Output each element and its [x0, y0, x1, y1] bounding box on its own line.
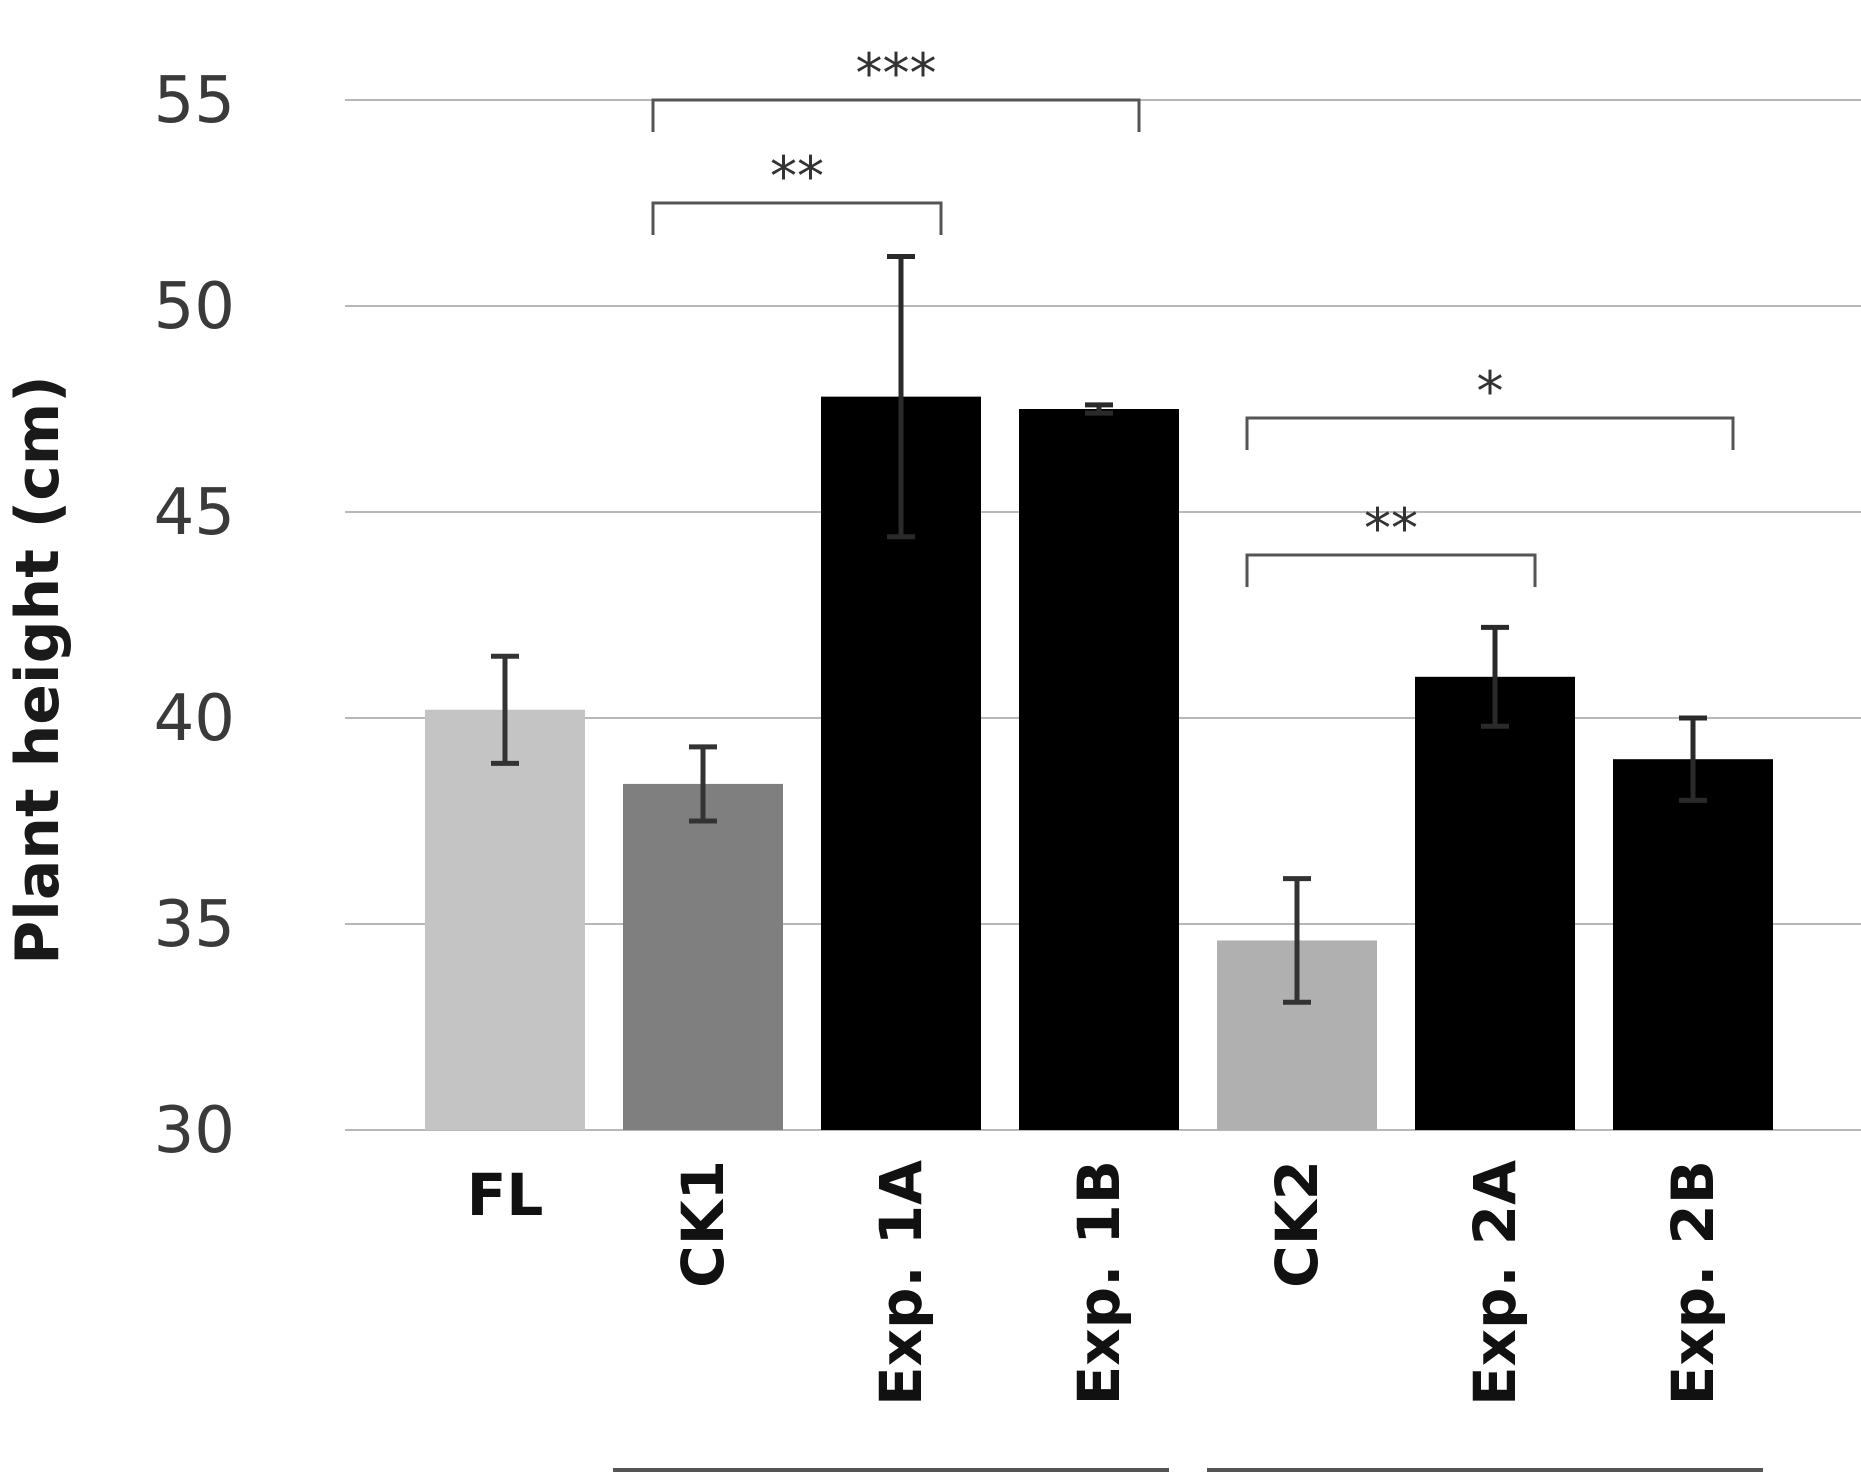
y-tick-labels: 30 35 40 45 50 55: [154, 64, 235, 1168]
x-tick-exp-1b: Exp. 1B: [1065, 1160, 1133, 1405]
x-tick-fl: FL: [467, 1161, 544, 1229]
bar-ck1: [623, 784, 783, 1130]
y-tick-40: 40: [154, 682, 235, 756]
bars: [425, 397, 1773, 1130]
x-tick-exp-1a: Exp. 1A: [867, 1160, 935, 1406]
y-tick-50: 50: [154, 270, 235, 344]
y-axis-label: Plant height (cm): [3, 375, 73, 964]
y-tick-45: 45: [154, 476, 235, 550]
x-tick-exp-2a: Exp. 2A: [1461, 1160, 1529, 1406]
significance-bracket-2: **: [653, 145, 941, 235]
x-tick-ck2: CK2: [1263, 1160, 1331, 1288]
bar-exp-1b: [1019, 409, 1179, 1130]
bar-fl: [425, 710, 585, 1130]
bar-exp-2b: [1613, 759, 1773, 1130]
y-tick-55: 55: [154, 64, 235, 138]
significance-label: ***: [856, 42, 937, 105]
y-tick-30: 30: [154, 1094, 235, 1168]
x-tick-ck1: CK1: [669, 1160, 737, 1288]
significance-label: **: [770, 145, 824, 208]
bar-exp-2a: [1415, 677, 1575, 1130]
significance-bracket-1: ***: [653, 42, 1139, 132]
y-tick-35: 35: [154, 888, 235, 962]
significance-label: *: [1477, 360, 1504, 423]
significance-label: **: [1364, 497, 1418, 560]
x-tick-labels: FL CK1 Exp. 1A Exp. 1B CK2 Exp. 2A Exp. 2B: [467, 1160, 1727, 1406]
x-tick-exp-2b: Exp. 2B: [1659, 1160, 1727, 1405]
significance-brackets: ********: [653, 42, 1733, 587]
significance-bracket-3: *: [1247, 360, 1733, 450]
significance-bracket-4: **: [1247, 497, 1535, 587]
